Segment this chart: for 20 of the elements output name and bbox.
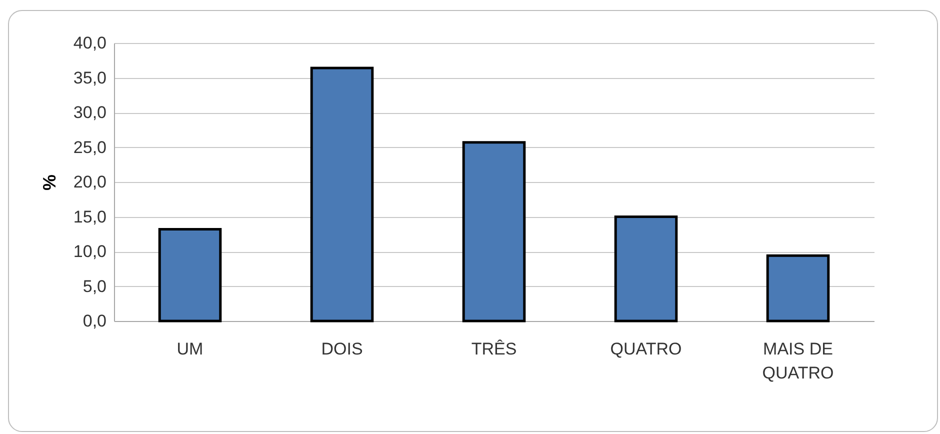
y-tick-label: 25,0 (73, 138, 106, 157)
x-tick-label: DOIS (321, 340, 363, 358)
y-tick-label: 5,0 (82, 276, 106, 296)
bar (158, 228, 222, 322)
bar (310, 66, 374, 322)
y-tick-label: 20,0 (73, 172, 106, 192)
x-tick-label: TRÊS (471, 340, 517, 358)
bar (766, 254, 830, 322)
y-tick-label: 0,0 (82, 312, 106, 330)
x-tick-label: MAIS DE QUATRO (762, 340, 834, 382)
y-tick-label: 35,0 (73, 68, 106, 88)
bar (614, 216, 678, 322)
y-tick-label: 40,0 (73, 34, 106, 52)
x-tick-label: QUATRO (610, 340, 682, 358)
bar (462, 141, 526, 322)
y-axis-title: % (39, 174, 60, 191)
y-tick-label: 10,0 (73, 242, 106, 261)
y-tick-label: 15,0 (73, 207, 106, 226)
y-tick-label: 30,0 (73, 103, 106, 122)
x-tick-label: UM (176, 340, 204, 358)
